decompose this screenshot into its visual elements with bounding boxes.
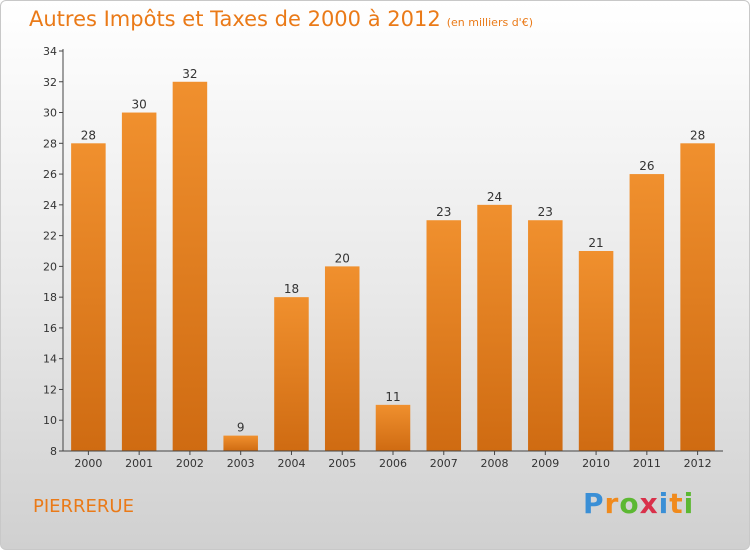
y-tick-label: 18 [43, 291, 57, 304]
value-label-2005: 20 [335, 251, 350, 265]
bar-2005 [324, 266, 360, 451]
bar-2007 [426, 220, 462, 451]
proxiti-logo: Proxiti [583, 487, 694, 520]
x-tick-label-2001: 2001 [125, 457, 153, 470]
x-tick-label-2004: 2004 [277, 457, 305, 470]
x-tick-label-2000: 2000 [74, 457, 102, 470]
y-tick-label: 22 [43, 230, 57, 243]
logo-letter: r [604, 487, 620, 520]
x-tick-label-2010: 2010 [582, 457, 610, 470]
title-text: Autres Impôts et Taxes de 2000 à 2012 [29, 7, 441, 31]
bar-2012 [680, 143, 715, 452]
x-tick-label-2008: 2008 [481, 457, 509, 470]
logo-letter: x [639, 487, 659, 520]
value-label-2006: 11 [385, 390, 400, 404]
x-tick-label-2006: 2006 [379, 457, 407, 470]
y-tick-label: 20 [43, 260, 57, 273]
logo-letter: P [583, 487, 605, 520]
y-tick-label: 34 [43, 45, 57, 58]
bar-2008 [477, 204, 512, 451]
bar-2009 [528, 220, 563, 451]
value-label-2010: 21 [588, 236, 603, 250]
x-tick-label-2002: 2002 [176, 457, 204, 470]
bars-group [71, 81, 715, 452]
y-tick-label: 14 [43, 353, 57, 366]
bar-2002 [172, 81, 208, 452]
x-tick-label-2003: 2003 [227, 457, 255, 470]
y-tick-label: 12 [43, 383, 57, 396]
commune-name: PIERRERUE [33, 496, 134, 517]
value-label-2011: 26 [639, 159, 654, 173]
title-unit: (en milliers d'€) [446, 16, 533, 29]
bar-2003 [223, 435, 258, 451]
bar-2000 [71, 143, 106, 452]
value-label-2000: 28 [81, 128, 96, 142]
bar-2006 [375, 404, 411, 451]
y-tick-label: 28 [43, 137, 57, 150]
x-axis: 2000 2001 2002 2003 2004 2005 2006 2007 2008 2009… [63, 450, 723, 470]
chart-title: Autres Impôts et Taxes de 2000 à 2012 (en… [29, 7, 533, 31]
y-tick-label: 8 [50, 445, 57, 458]
y-tick-label: 24 [43, 199, 57, 212]
bar-2004 [274, 297, 309, 451]
y-tick-label: 30 [43, 107, 57, 120]
x-tick-label-2011: 2011 [633, 457, 661, 470]
value-label-2009: 23 [538, 205, 553, 219]
logo-letter: o [619, 487, 640, 520]
logo-letter: i [658, 487, 670, 520]
bar-2001 [121, 112, 157, 452]
x-tick-label-2007: 2007 [430, 457, 458, 470]
logo-letter: t [669, 487, 684, 520]
x-tick-label-2009: 2009 [531, 457, 559, 470]
x-tick-label-2005: 2005 [328, 457, 356, 470]
bar-2011 [629, 174, 665, 452]
logo-letter: i [683, 487, 695, 520]
x-tick-label-2012: 2012 [684, 457, 712, 470]
y-tick-label: 26 [43, 168, 57, 181]
value-label-2007: 23 [436, 205, 451, 219]
y-tick-label: 16 [43, 322, 57, 335]
y-axis: 8 10 12 14 16 18 20 22 24 26 28 30 32 34 [43, 45, 64, 458]
value-label-2002: 32 [182, 67, 197, 81]
value-label-2012: 28 [690, 128, 705, 142]
y-tick-label: 32 [43, 76, 57, 89]
value-label-2001: 30 [132, 98, 147, 112]
value-label-2008: 24 [487, 190, 502, 204]
value-label-2003: 9 [237, 421, 245, 435]
value-labels-group: 28 30 32 9 18 20 11 23 24 23 21 26 28 [81, 67, 706, 435]
value-label-2004: 18 [284, 282, 299, 296]
bar-2010 [578, 251, 614, 451]
y-tick-label: 10 [43, 414, 57, 427]
